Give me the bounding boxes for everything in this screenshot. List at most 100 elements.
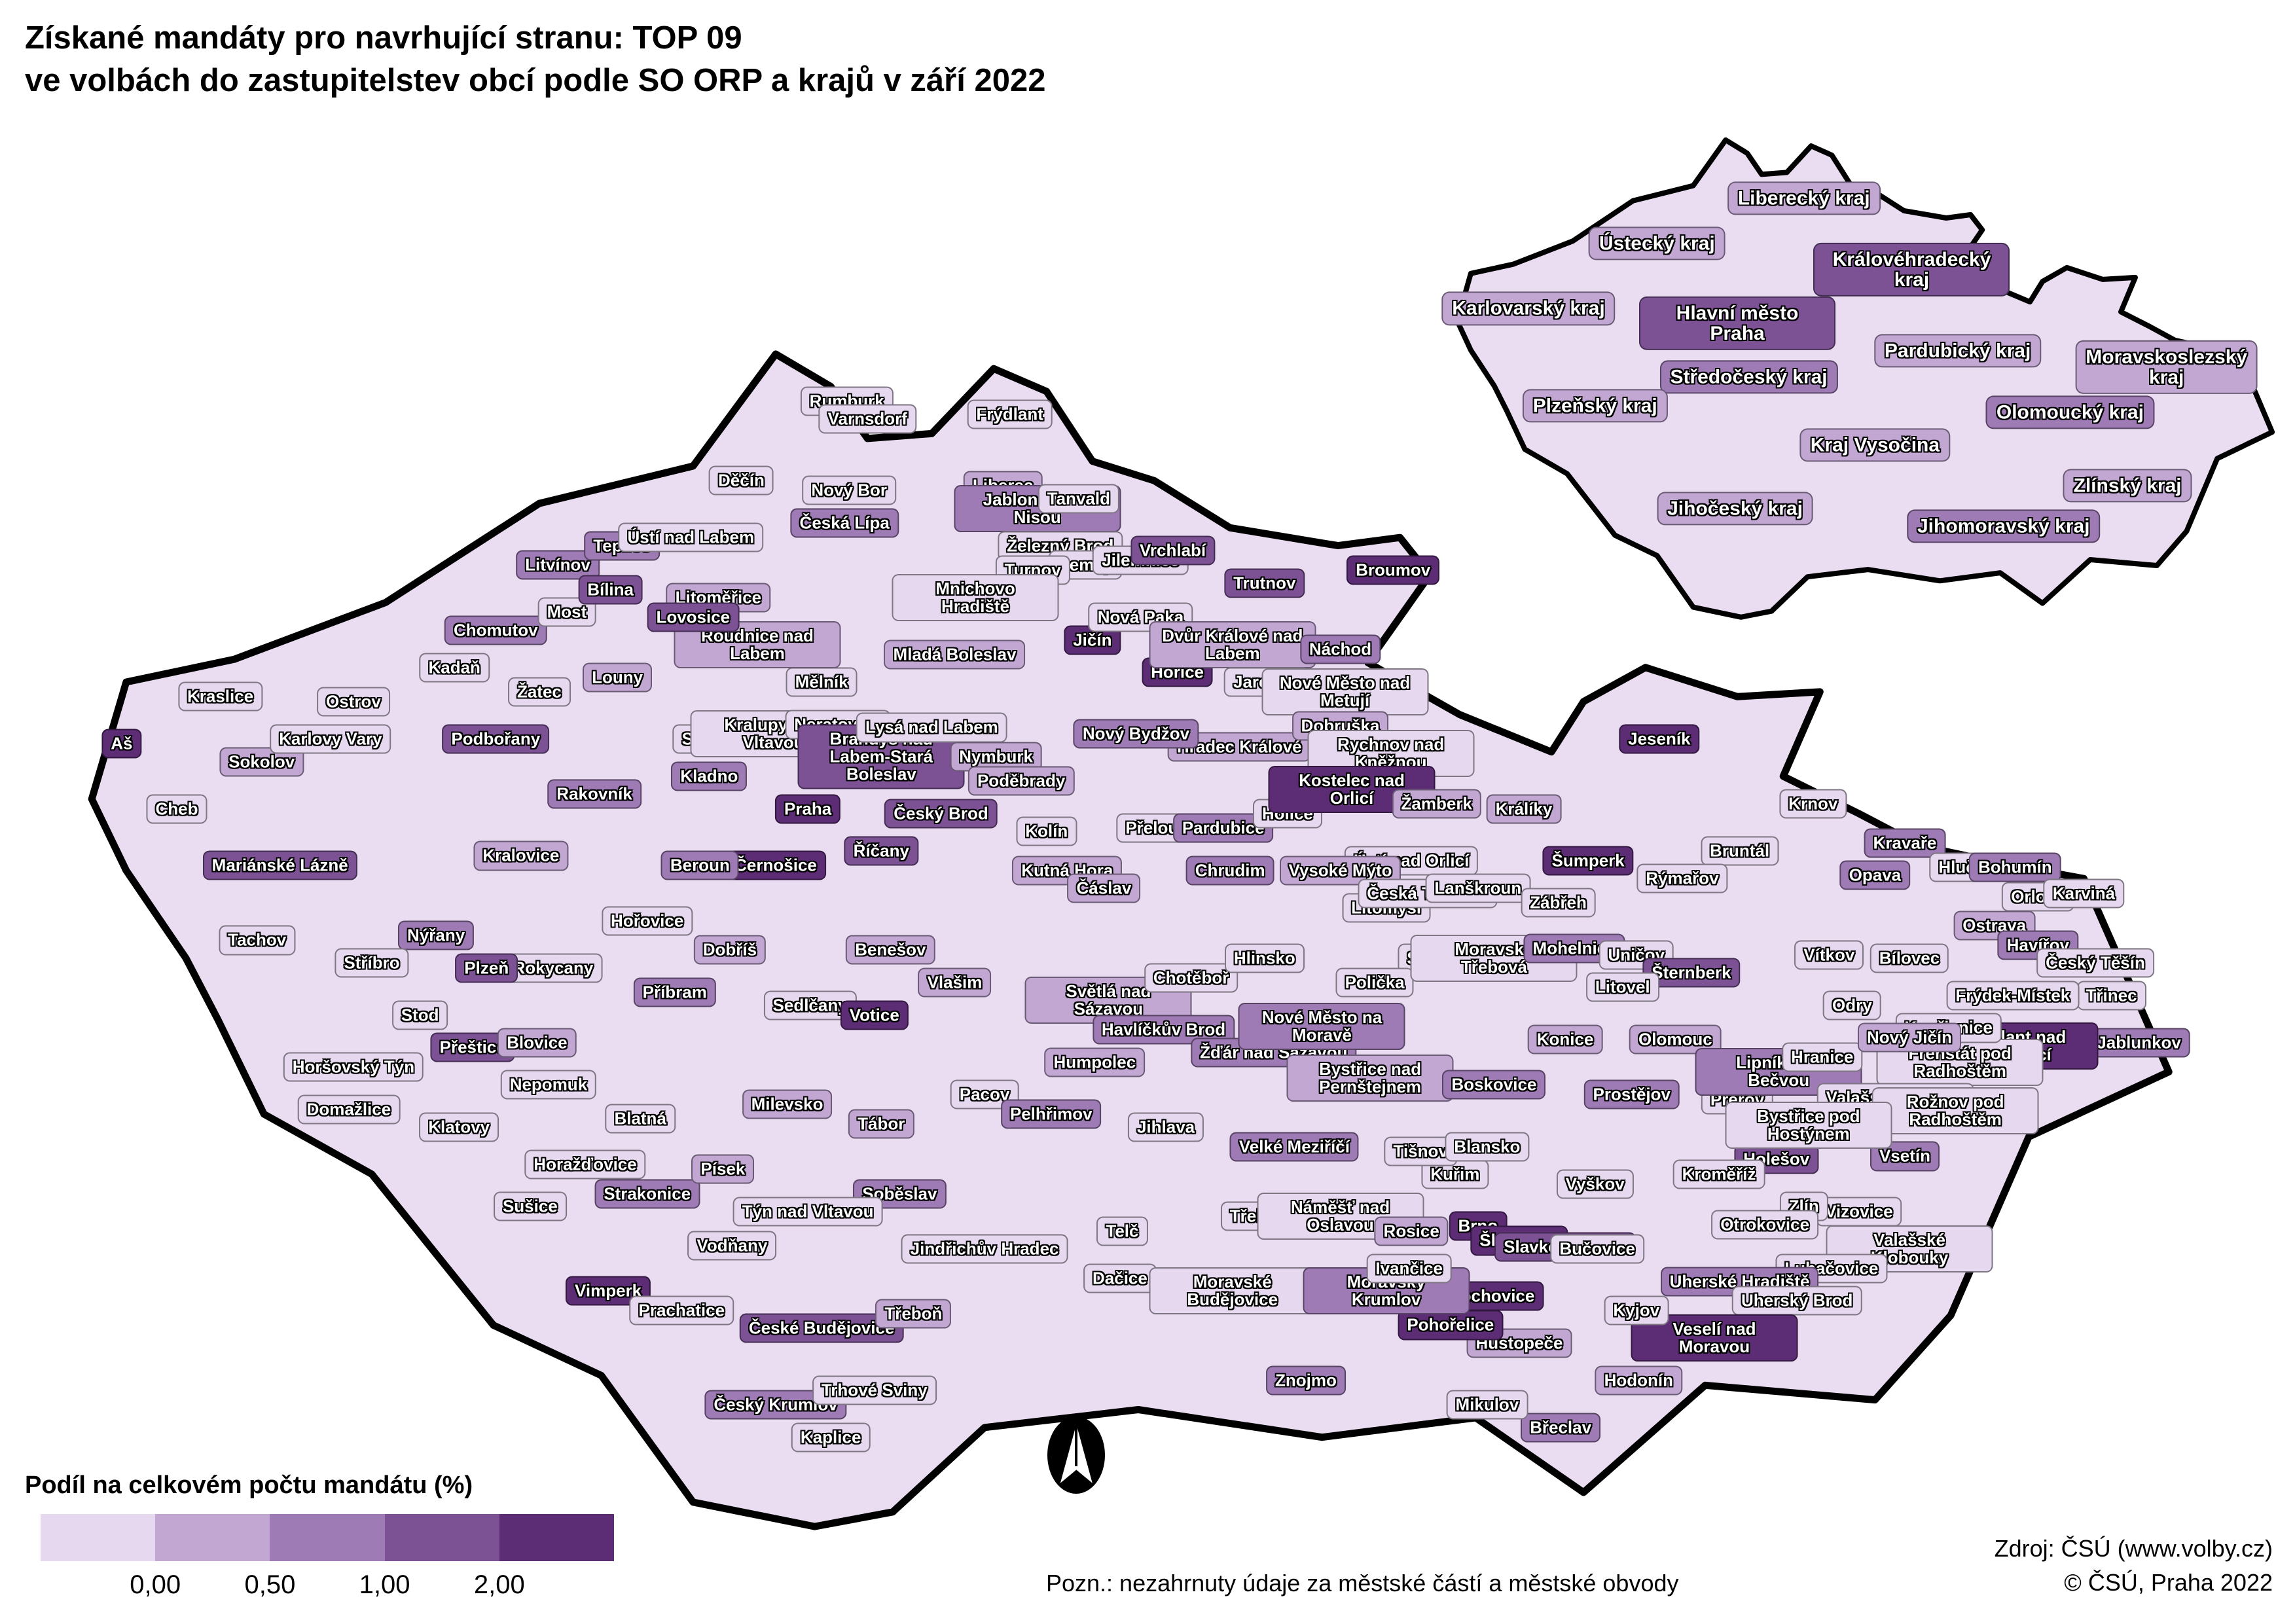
orp-region: Mělník xyxy=(786,667,858,697)
region-label: Stod xyxy=(401,1005,439,1025)
orp-region: Varnsdorf xyxy=(818,404,916,434)
orp-region: Frýdek-Místek xyxy=(1946,981,2080,1011)
region-label: Zlínský kraj xyxy=(2073,475,2182,497)
region-label: Kaplice xyxy=(800,1427,861,1447)
source-line-2: © ČSÚ, Praha 2022 xyxy=(2064,1569,2273,1597)
orp-region: Hradec Králové xyxy=(1167,732,1311,762)
region-label: Broumov xyxy=(1356,560,1431,580)
region-label: Vodňany xyxy=(696,1235,768,1255)
kraj-region: Kraj Vysočina xyxy=(1799,428,1951,462)
kraj-region: Zlínský kraj xyxy=(2063,469,2192,503)
region-label: Třeboň xyxy=(884,1303,943,1324)
orp-region: Bílovec xyxy=(1870,943,1949,973)
region-label: Louny xyxy=(592,667,643,687)
region-label: Jičín xyxy=(1073,629,1112,649)
region-label: Plzeň xyxy=(464,958,509,978)
region-label: Kravaře xyxy=(1873,833,1937,853)
orp-region: Lysá nad Labem xyxy=(856,712,1007,742)
orp-region: Ostrov xyxy=(317,687,390,717)
orp-region: Králíky xyxy=(1486,794,1562,824)
orp-region: Náchod xyxy=(1299,634,1381,664)
orp-region: Beroun xyxy=(660,850,739,880)
orp-region: Blansko xyxy=(1445,1132,1530,1162)
orp-region: Chotěboř xyxy=(1144,963,1238,993)
region-label: Příbram xyxy=(642,982,707,1002)
region-label: Kolín xyxy=(1025,821,1068,841)
region-label: Prachatice xyxy=(638,1300,725,1320)
region-label: Rokycany xyxy=(513,958,594,978)
orp-region: Louny xyxy=(583,662,653,693)
orp-region: Kladno xyxy=(671,761,748,791)
kraj-region: Hlavní město Praha xyxy=(1639,296,1836,350)
orp-region: Nepomuk xyxy=(500,1070,597,1100)
orp-region: Nové Město na Moravě xyxy=(1238,1002,1405,1051)
region-label: Plzeňský kraj xyxy=(1532,395,1657,417)
legend: Podíl na celkovém počtu mandátu (%) 0,00… xyxy=(25,1471,615,1603)
kraj-region: Karlovarský kraj xyxy=(1441,291,1616,325)
region-label: Bystřice nad Pernštejnem xyxy=(1319,1059,1422,1097)
orp-region: Chrudim xyxy=(1185,856,1274,886)
region-label: Aš xyxy=(111,733,133,753)
region-label: Světlá nad Sázavou xyxy=(1066,981,1151,1019)
legend-tick: 2,00 xyxy=(473,1570,525,1599)
orp-region: Kaplice xyxy=(791,1422,871,1453)
region-label: Karlovarský kraj xyxy=(1452,297,1605,319)
region-label: Mikulov xyxy=(1455,1394,1519,1415)
region-label: Karviná xyxy=(2052,883,2116,903)
orp-region: Litovel xyxy=(1585,972,1659,1002)
region-label: Nové Město na Moravě xyxy=(1261,1007,1382,1045)
kraj-region: Olomoucký kraj xyxy=(1985,395,2154,429)
region-label: Žatec xyxy=(516,681,562,702)
region-label: Náměšť nad Oslavou xyxy=(1290,1197,1390,1235)
orp-region: Bruntál xyxy=(1701,836,1779,866)
orp-region: Rokycany xyxy=(503,953,603,983)
orp-region: Trhové Sviny xyxy=(812,1375,937,1405)
region-label: Pelhřimov xyxy=(1009,1104,1093,1124)
region-label: Ústí nad Labem xyxy=(627,527,755,547)
orp-region: Kadaň xyxy=(419,653,490,683)
region-label: Nymburk xyxy=(959,746,1033,767)
region-label: Kyjov xyxy=(1613,1300,1660,1320)
region-label: Telč xyxy=(1106,1221,1139,1241)
region-label: Domažlice xyxy=(306,1099,391,1119)
region-label: Karlovy Vary xyxy=(279,729,382,749)
region-label: Kralovice xyxy=(482,845,560,865)
legend-swatch xyxy=(155,1514,270,1561)
region-label: Olomoucký kraj xyxy=(1996,401,2144,424)
legend-swatch xyxy=(41,1514,156,1561)
orp-region: Karviná xyxy=(2043,878,2125,909)
orp-region: Stod xyxy=(391,1000,448,1030)
region-label: Opava xyxy=(1849,865,1902,885)
orp-region: Vrchlabí xyxy=(1130,535,1216,566)
region-label: Blatná xyxy=(614,1108,666,1128)
region-label: Cheb xyxy=(155,799,198,819)
region-label: Třinec xyxy=(2086,985,2137,1005)
region-label: České Budějovice xyxy=(748,1318,895,1338)
region-label: Šternberk xyxy=(1652,962,1731,983)
title-line-2: ve volbách do zastupitelstev obcí podle … xyxy=(25,62,1046,98)
orp-region: Trutnov xyxy=(1224,568,1305,598)
orp-region: Prostějov xyxy=(1583,1079,1680,1110)
region-label: Kuřim xyxy=(1430,1164,1480,1184)
region-label: Nový Bydžov xyxy=(1082,723,1190,744)
orp-region: Česká Lípa xyxy=(790,508,899,538)
region-label: Říčany xyxy=(853,840,909,861)
region-label: Hlavní město Praha xyxy=(1676,302,1799,344)
orp-region: České Budějovice xyxy=(739,1313,904,1343)
region-label: Moravská Třebová xyxy=(1455,939,1534,977)
region-label: Jablunkov xyxy=(2097,1032,2181,1053)
kraj-region: Pardubický kraj xyxy=(1873,334,2042,368)
region-label: Humpolec xyxy=(1053,1052,1136,1072)
region-label: Písek xyxy=(700,1159,746,1179)
region-label: Milevsko xyxy=(751,1094,823,1114)
region-label: Blovice xyxy=(507,1032,568,1053)
orp-region: Šternberk xyxy=(1642,958,1741,988)
orp-region: Lanškroun xyxy=(1425,873,1531,903)
region-label: Klatovy xyxy=(428,1117,490,1137)
orp-region: Hlinsko xyxy=(1224,943,1305,973)
legend-swatch xyxy=(270,1514,385,1561)
orp-region: Písek xyxy=(691,1154,755,1184)
orp-region: Bílina xyxy=(578,575,643,605)
region-label: Otrokovice xyxy=(1720,1214,1810,1235)
